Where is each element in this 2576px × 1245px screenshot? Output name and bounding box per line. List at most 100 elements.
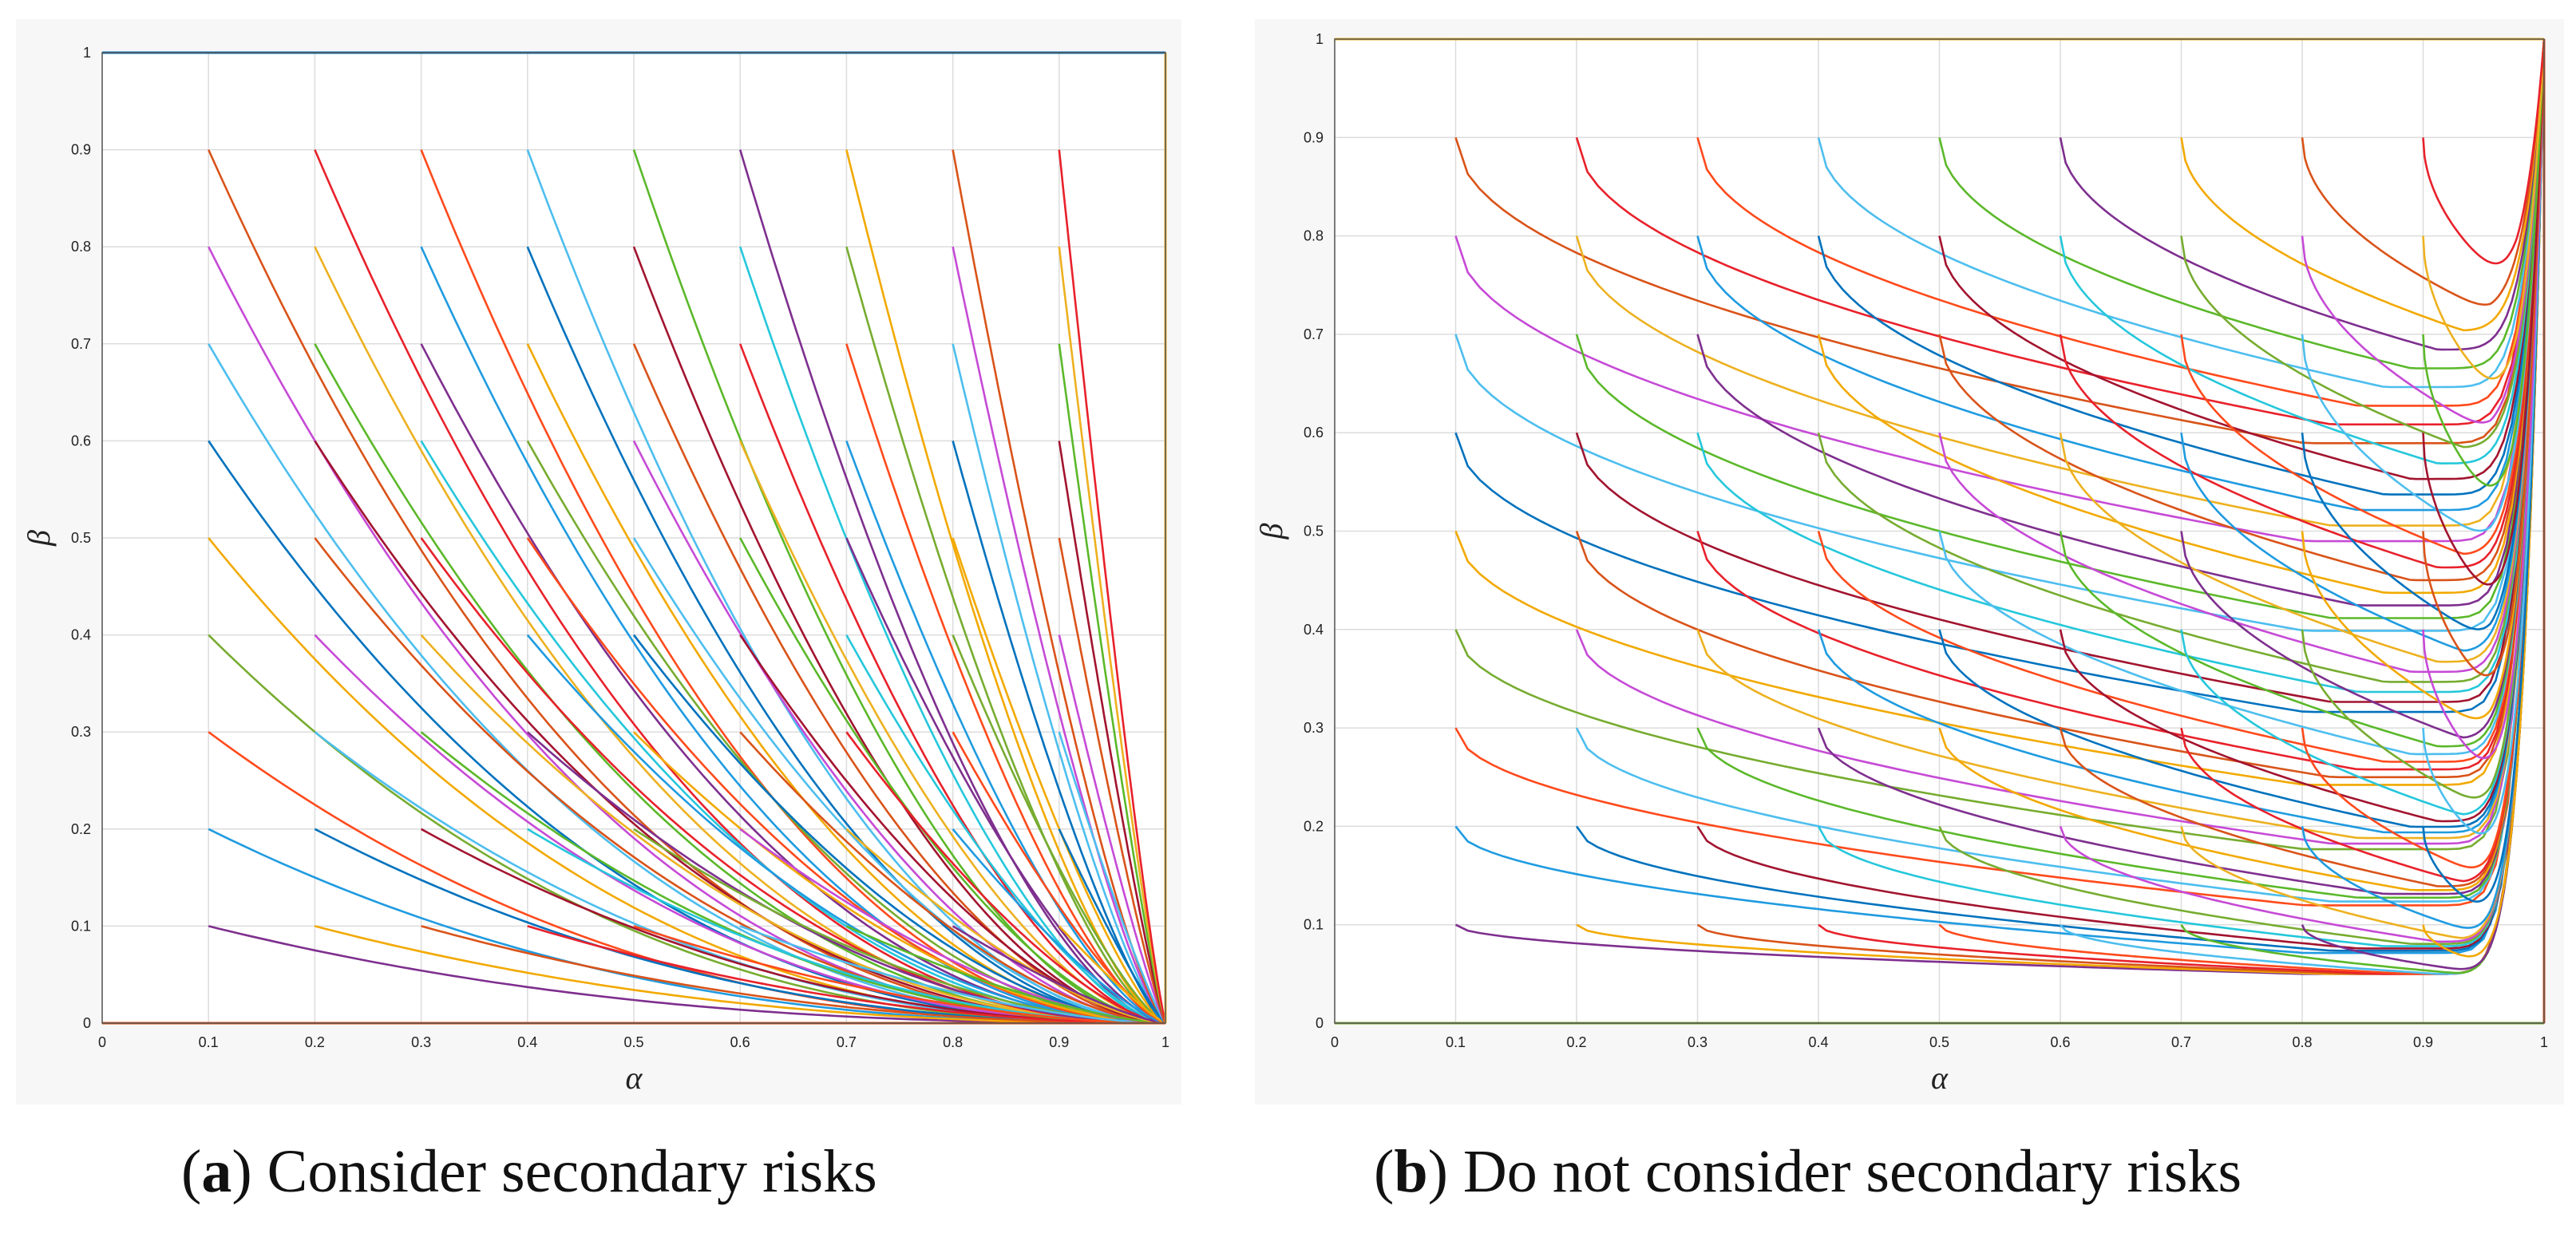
y-tick-label: 0.8 — [1304, 228, 1324, 244]
caption-b-letter: b — [1394, 1138, 1428, 1205]
series-line — [2059, 38, 2546, 887]
x-tick-label: 0 — [98, 1034, 106, 1050]
x-tick-label: 0.7 — [2171, 1034, 2191, 1050]
series-line — [1938, 38, 2546, 945]
series-line — [739, 925, 1166, 1025]
series-line — [1938, 38, 2546, 582]
series-line — [421, 925, 1165, 1025]
series-line — [2422, 38, 2546, 677]
x-tick-label: 0.4 — [1808, 1034, 1828, 1050]
caption-b-close: ) — [1427, 1138, 1448, 1205]
series-line — [2301, 38, 2546, 799]
series-line — [632, 537, 1166, 1025]
chart-b: 0 0.1 0.2 0.3 0.4 0.5 0.6 0.7 0.8 0.9 1 0 0.1 0.2 0.3 0… — [1253, 31, 2548, 1096]
series-line — [1575, 38, 2546, 703]
series-line — [1575, 38, 2546, 527]
y-tick-label: 0.2 — [71, 821, 91, 837]
x-tick-label: 0.5 — [623, 1034, 643, 1050]
series-line — [1938, 38, 2546, 674]
y-tick-label: 0.4 — [71, 627, 91, 643]
series-line — [2059, 38, 2546, 663]
series-line — [845, 925, 1166, 1025]
y-tick-label: 0.7 — [71, 336, 91, 352]
x-tick-label: 0.9 — [2413, 1034, 2433, 1050]
y-tick-label: 0.1 — [71, 918, 91, 934]
series-line — [2301, 38, 2546, 532]
series-line — [1696, 38, 2546, 607]
x-axis-label: α — [626, 1060, 643, 1096]
series-line — [2301, 38, 2546, 929]
series-line — [2180, 38, 2546, 449]
series-line — [2422, 38, 2546, 265]
series-line — [1058, 731, 1167, 1024]
series-line — [2422, 38, 2546, 958]
x-tick-label: 0.5 — [1929, 1034, 1949, 1050]
series-line — [1938, 38, 2546, 828]
series-line — [1058, 634, 1167, 1024]
series-line — [952, 634, 1166, 1025]
series-line — [1938, 38, 2546, 370]
x-tick-label: 0.6 — [730, 1034, 750, 1050]
series-line — [420, 246, 1166, 1025]
series-line — [2422, 38, 2546, 487]
caption-b-open: ( — [1374, 1138, 1395, 1205]
series-line — [2301, 38, 2546, 869]
x-tick-label: 0.9 — [1049, 1034, 1069, 1050]
series-line — [1454, 38, 2546, 786]
y-axis-label: β — [1253, 523, 1289, 540]
y-tick-label: 0.8 — [71, 239, 91, 255]
x-tick-label: 0.8 — [2292, 1034, 2312, 1050]
series-line — [2301, 38, 2546, 424]
y-tick-label: 0.5 — [71, 530, 91, 546]
series-line — [738, 343, 1166, 1025]
y-tick-label: 0.6 — [71, 433, 91, 449]
series-line — [1696, 38, 2546, 407]
series-line — [2059, 38, 2546, 943]
series-line — [1058, 925, 1166, 1025]
series-line — [526, 537, 1166, 1025]
series-line — [1817, 38, 2546, 595]
series-line — [1696, 38, 2546, 950]
y-tick-label: 0.5 — [1304, 524, 1324, 540]
series-line — [739, 537, 1166, 1025]
x-tick-label: 1 — [2540, 1034, 2548, 1050]
x-tick-label: 0.7 — [837, 1034, 857, 1050]
y-axis-label: β — [21, 530, 57, 547]
y-tick-label: 1 — [1316, 31, 1324, 47]
series-line — [526, 246, 1166, 1025]
caption-a-close: ) — [231, 1138, 252, 1205]
series-line — [845, 828, 1166, 1025]
caption-a-open: ( — [181, 1138, 202, 1205]
x-tick-label: 0.6 — [2050, 1034, 2070, 1050]
axes-box — [101, 52, 1166, 1024]
series-line — [1696, 38, 2546, 512]
y-tick-label: 0.3 — [71, 724, 91, 740]
series-line — [1575, 38, 2546, 845]
series-line — [1058, 537, 1167, 1024]
series-line — [526, 731, 1166, 1025]
x-tick-label: 0.8 — [943, 1034, 963, 1050]
series-line — [845, 537, 1166, 1025]
x-tick-label: 0.4 — [517, 1034, 537, 1050]
x-tick-label: 0.2 — [1566, 1034, 1586, 1050]
axes-box — [1334, 38, 2545, 1024]
series-line — [526, 440, 1166, 1025]
x-tick-label: 1 — [1161, 1034, 1169, 1050]
series-line — [633, 731, 1166, 1025]
series-line — [632, 343, 1166, 1025]
series-line — [1454, 38, 2546, 851]
y-tick-label: 0 — [83, 1015, 91, 1031]
series-line — [739, 731, 1166, 1025]
series-line — [2422, 38, 2546, 380]
series-line — [845, 246, 1166, 1025]
series-line — [1938, 38, 2546, 891]
series-line — [1696, 38, 2546, 694]
series-line — [952, 828, 1166, 1025]
series-line — [2422, 38, 2546, 586]
y-tick-label: 0.6 — [1304, 425, 1324, 441]
chart-a: 0 0.1 0.2 0.3 0.4 0.5 0.6 0.7 0.8 0.9 1 0 0.1 0.2 0.3 0… — [21, 45, 1169, 1096]
series-line — [2180, 38, 2546, 555]
series-line — [2422, 38, 2546, 835]
series-line — [845, 440, 1166, 1025]
